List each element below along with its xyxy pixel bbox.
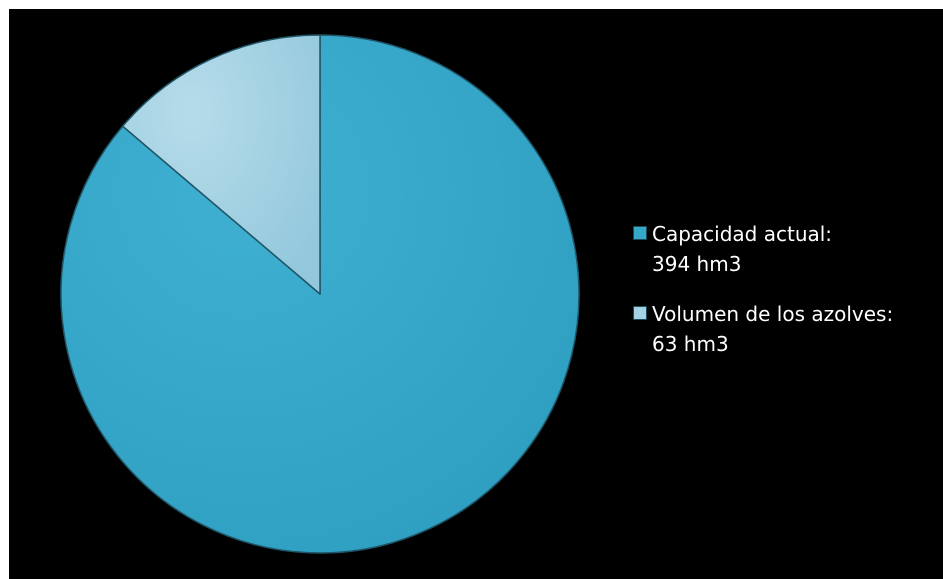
legend-value: 63 hm3 (652, 332, 729, 356)
legend-item-volumen-azolves: Volumen de los azolves: 63 hm3 (633, 299, 943, 359)
legend: Capacidad actual: 394 hm3 Volumen de los… (633, 219, 943, 379)
legend-label: Volumen de los azolves: (652, 302, 894, 326)
pie-slice-volumen-de-los-azolves (121, 34, 321, 295)
legend-swatch-capacidad-actual (633, 226, 647, 240)
legend-label: Capacidad actual: (652, 222, 833, 246)
legend-swatch-volumen-azolves (633, 306, 647, 320)
legend-value: 394 hm3 (652, 252, 742, 276)
legend-item-capacidad-actual: Capacidad actual: 394 hm3 (633, 219, 943, 279)
